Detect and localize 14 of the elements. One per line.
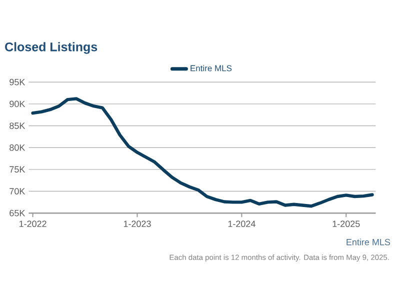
x-tick-label: 1-2023 — [124, 220, 151, 228]
legend-label: Entire MLS — [190, 65, 232, 72]
y-tick-label: 95K — [10, 78, 26, 86]
y-tick-label: 65K — [10, 210, 26, 216]
x-tick-label: 1-2024 — [228, 220, 256, 228]
x-tick-label: 1-2022 — [19, 220, 46, 228]
y-tick-label: 70K — [10, 188, 26, 194]
y-tick-label: 90K — [10, 100, 26, 108]
text: Entire MLS — [346, 238, 390, 246]
y-tick-label: 85K — [10, 122, 26, 129]
chart-title: Closed Listings — [5, 42, 98, 54]
y-tick-label: 75K — [10, 166, 26, 173]
x-tick-label: 1-2025 — [332, 220, 360, 228]
y-tick-label: 80K — [10, 144, 26, 151]
